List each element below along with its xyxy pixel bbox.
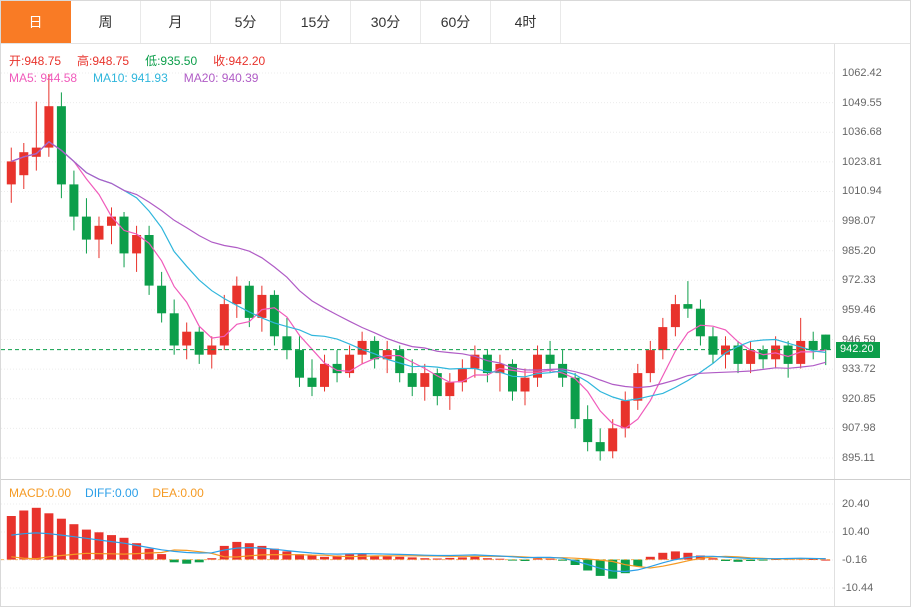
tab-月[interactable]: 月 — [141, 1, 211, 43]
legend-item: 低:935.50 — [145, 54, 198, 68]
price-chart-svg[interactable] — [1, 44, 836, 479]
legend-item: MACD:0.00 — [9, 486, 72, 500]
macd-axis-label: 20.40 — [842, 498, 870, 510]
macd-axis-label: -0.16 — [842, 554, 868, 566]
ohlc-legend: 开:948.75 高:948.75 低:935.50 收:942.20 — [9, 52, 265, 69]
price-axis-label: 985.20 — [842, 244, 876, 257]
ma-legend: MA5: 944.58 MA10: 941.93 MA20: 940.39 — [9, 71, 258, 85]
legend-item: DIFF:0.00 — [85, 486, 139, 500]
tab-15分[interactable]: 15分 — [281, 1, 351, 43]
price-axis-label: 1023.81 — [842, 155, 882, 168]
price-panel: 1062.42 1049.55 1036.68 1023.81 1010.94 998.0… — [1, 44, 910, 480]
macd-axis: 20.40 10.40 -0.16 -10.44 — [834, 480, 910, 606]
price-axis-label: 1010.94 — [842, 185, 882, 198]
legend-item: DEA:0.00 — [152, 486, 204, 500]
price-axis-label: 920.85 — [842, 392, 876, 405]
legend-item: 开:948.75 — [9, 54, 62, 68]
price-axis-label: 1049.55 — [842, 96, 882, 109]
legend-item: 收:942.20 — [213, 54, 266, 68]
legend-item: MA5: 944.58 — [9, 71, 78, 85]
legend-item: MA20: 940.39 — [183, 71, 259, 85]
macd-axis-label: -10.44 — [842, 582, 874, 594]
price-axis-label: 972.33 — [842, 274, 876, 287]
tab-周[interactable]: 周 — [71, 1, 141, 43]
price-axis-label: 998.07 — [842, 215, 876, 228]
price-axis-label: 907.98 — [842, 422, 876, 435]
tab-5分[interactable]: 5分 — [211, 1, 281, 43]
price-axis-label: 933.72 — [842, 363, 876, 376]
tab-4时[interactable]: 4时 — [491, 1, 561, 43]
macd-legend: MACD:0.00 DIFF:0.00 DEA:0.00 — [9, 486, 204, 500]
macd-chart-svg[interactable] — [1, 480, 836, 606]
macd-panel: 20.40 10.40 -0.16 -10.44 MACD:0.00 DIFF:0.00… — [1, 480, 910, 606]
tab-30分[interactable]: 30分 — [351, 1, 421, 43]
price-axis: 1062.42 1049.55 1036.68 1023.81 1010.94 998.0… — [834, 44, 910, 479]
legend-item: 高:948.75 — [77, 54, 130, 68]
tab-日[interactable]: 日 — [1, 1, 71, 43]
price-axis-label: 1062.42 — [842, 67, 882, 79]
price-axis-label: 959.46 — [842, 303, 876, 316]
legend-item: MA10: 941.93 — [93, 71, 168, 85]
macd-axis-label: 10.40 — [842, 526, 870, 538]
timeframe-tabs: 日周月 5分 15分 30分 60分 4时 — [1, 1, 910, 44]
current-price-tag: 942.20 — [836, 342, 880, 358]
tab-60分[interactable]: 60分 — [421, 1, 491, 43]
price-axis-label: 1036.68 — [842, 126, 882, 139]
price-axis-label: 895.11 — [842, 452, 875, 464]
